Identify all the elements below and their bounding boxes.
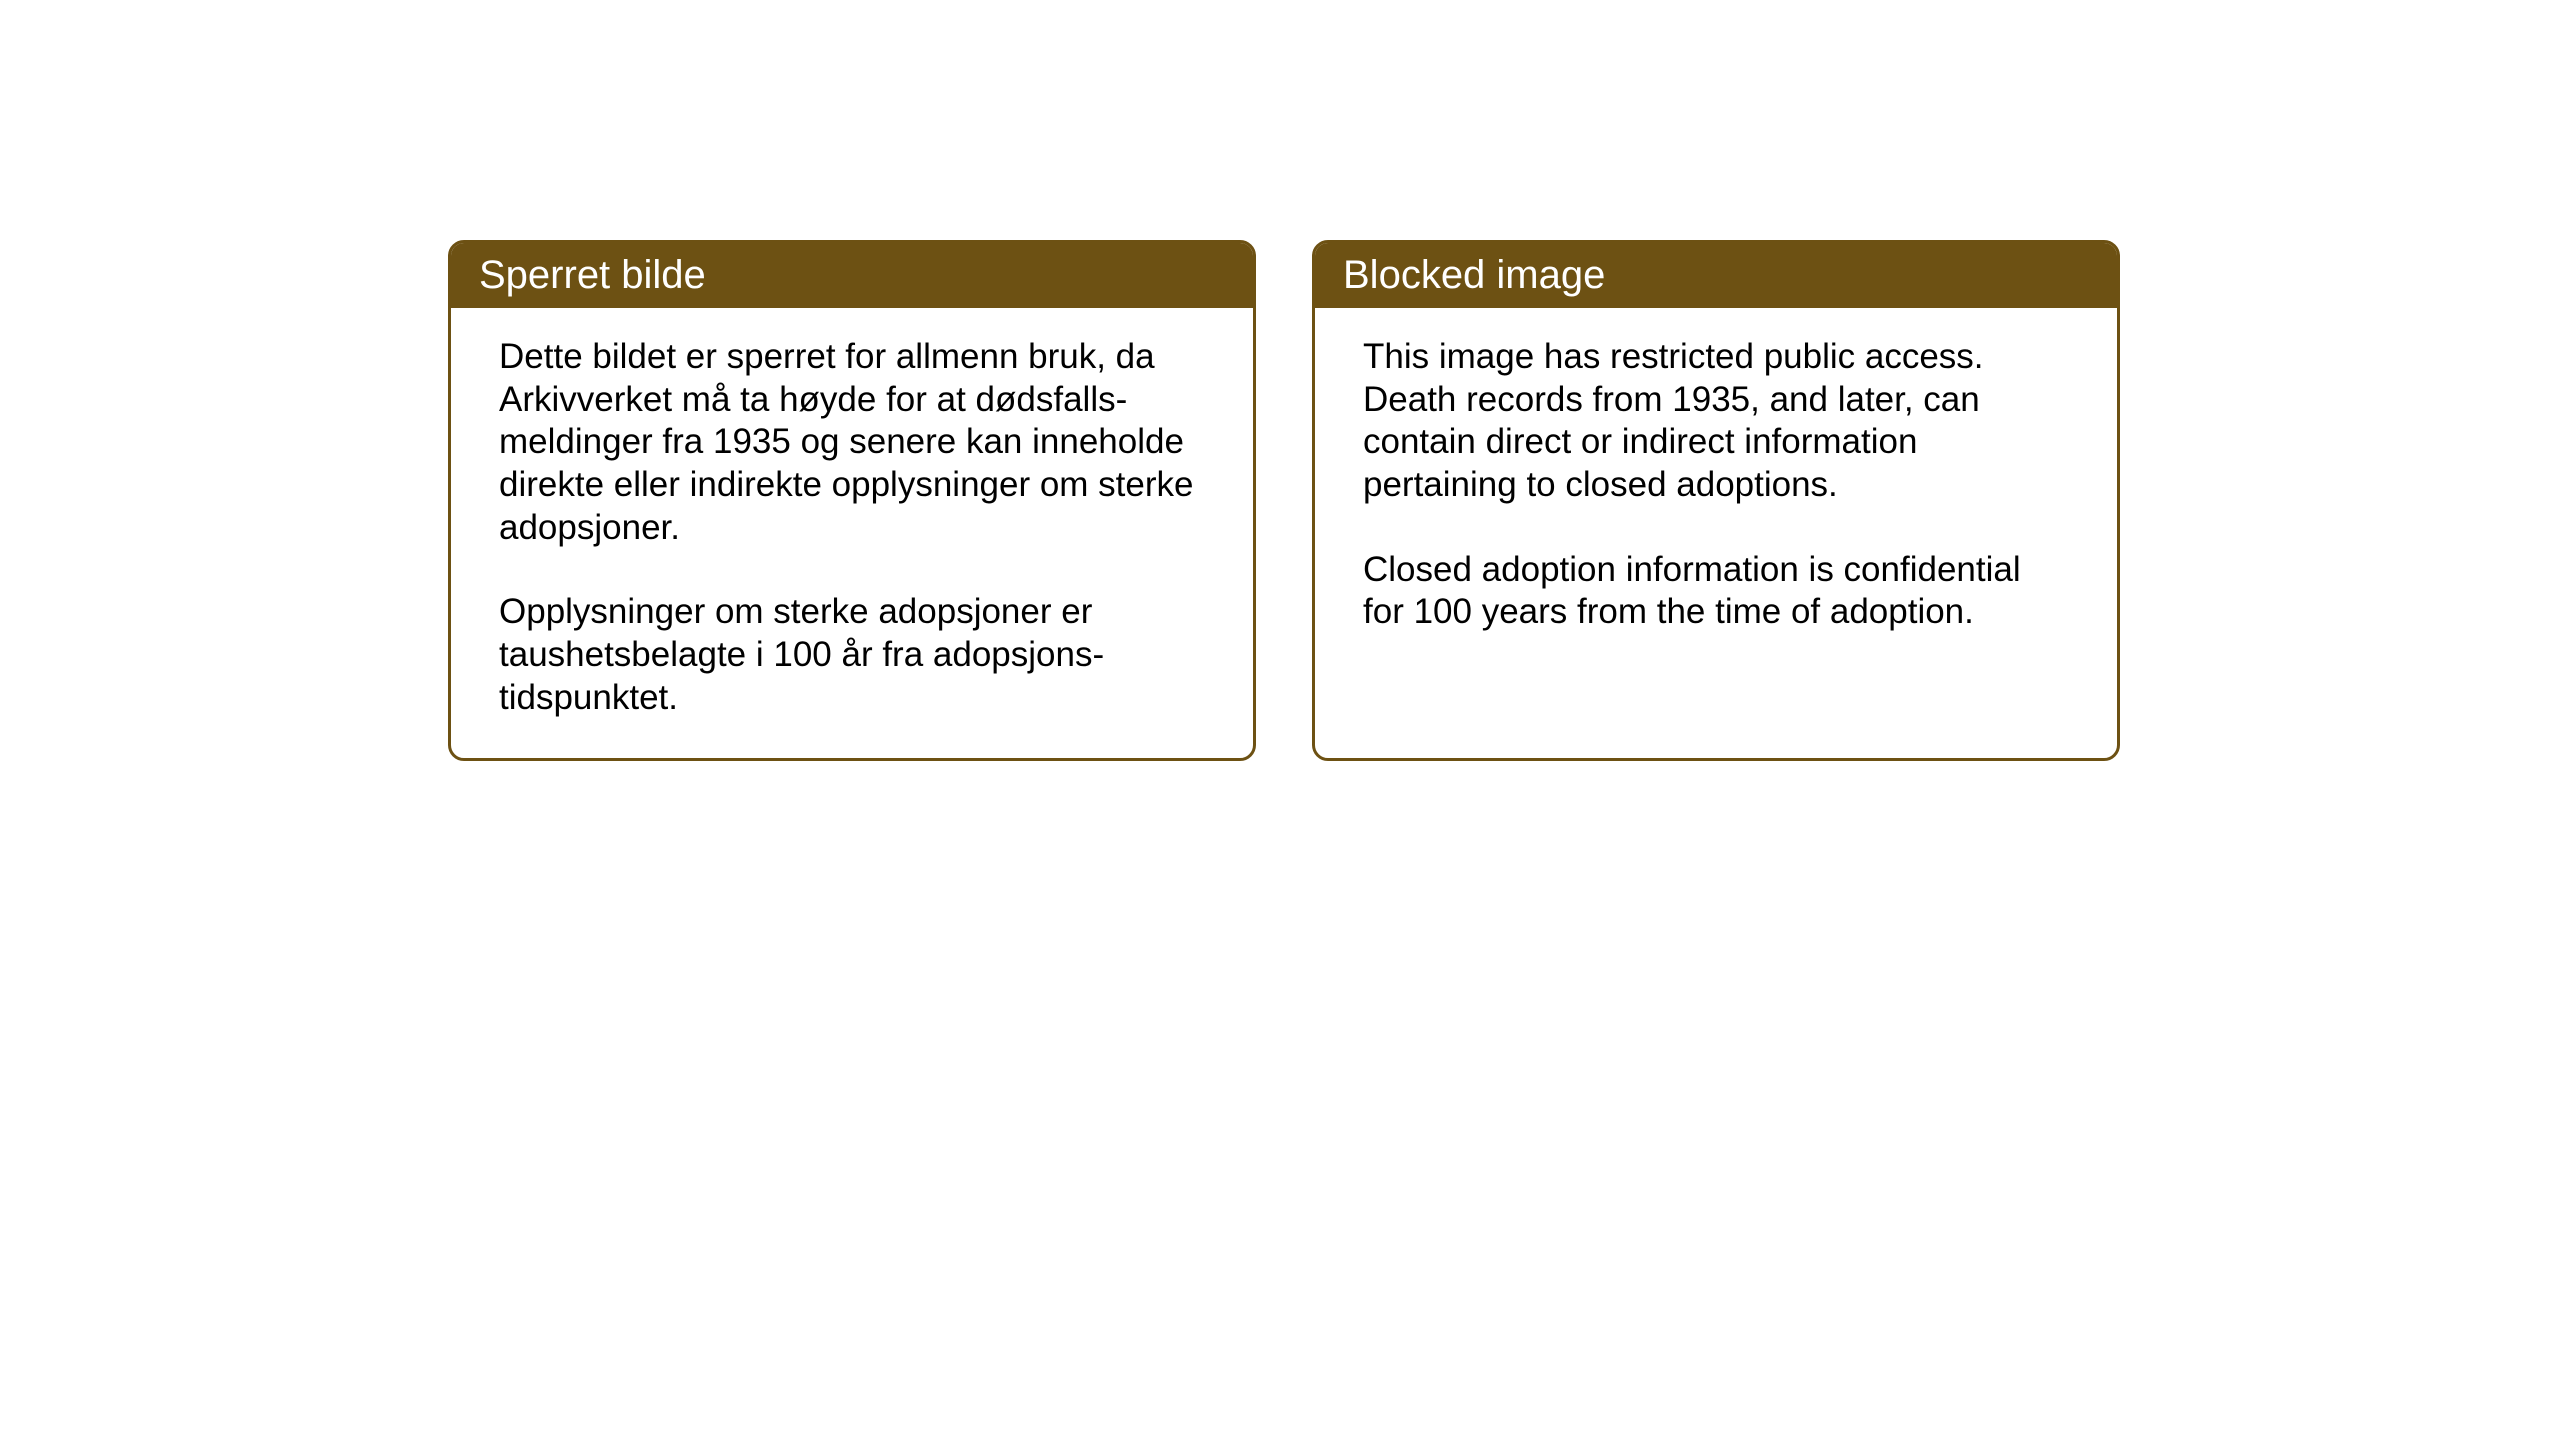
notice-card-norwegian: Sperret bilde Dette bildet er sperret fo…	[448, 240, 1256, 761]
notice-paragraph: Closed adoption information is confident…	[1363, 549, 2069, 634]
notice-paragraph: Opplysninger om sterke adopsjoner er tau…	[499, 591, 1205, 719]
notice-body-norwegian: Dette bildet er sperret for allmenn bruk…	[451, 308, 1253, 758]
notice-card-english: Blocked image This image has restricted …	[1312, 240, 2120, 761]
notice-paragraph: This image has restricted public access.…	[1363, 336, 2069, 507]
notice-title: Blocked image	[1343, 253, 1605, 297]
notice-paragraph: Dette bildet er sperret for allmenn bruk…	[499, 336, 1205, 549]
notice-title: Sperret bilde	[479, 253, 706, 297]
notice-header-english: Blocked image	[1315, 243, 2117, 308]
notice-header-norwegian: Sperret bilde	[451, 243, 1253, 308]
notice-body-english: This image has restricted public access.…	[1315, 308, 2117, 738]
notice-container: Sperret bilde Dette bildet er sperret fo…	[448, 240, 2120, 761]
